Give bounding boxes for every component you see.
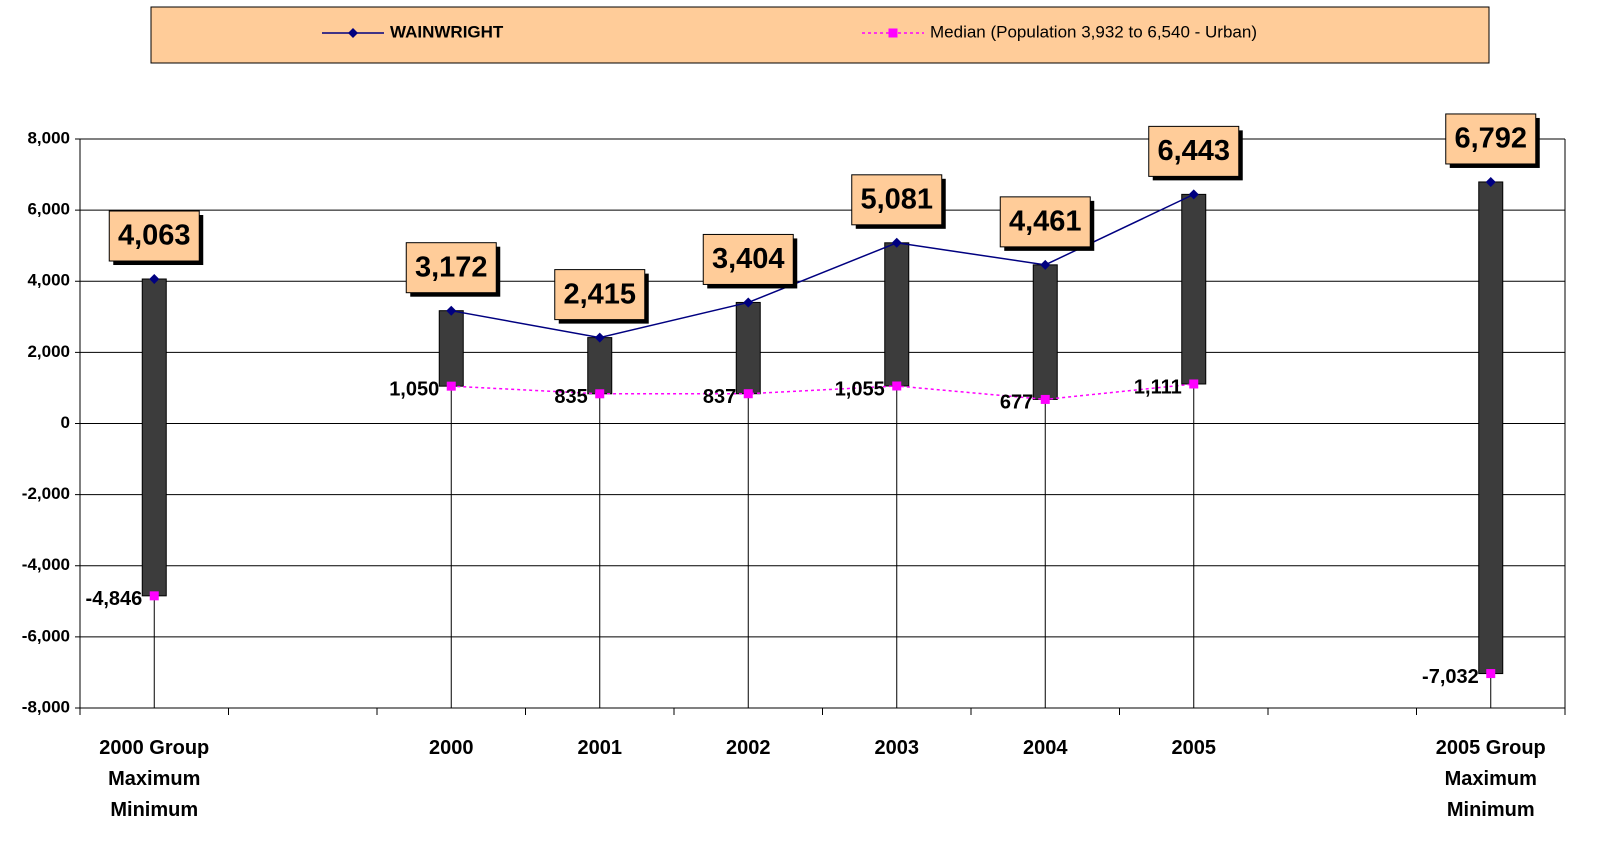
legend-marker [888, 28, 898, 38]
label-box [554, 269, 646, 321]
label-box [405, 242, 497, 294]
data-label: 5,081 [860, 183, 933, 215]
legend-box [150, 6, 1490, 64]
x-tick-label: 2000 Group Maximum Minimum [99, 737, 210, 821]
label-box [1148, 125, 1240, 177]
series-line [451, 193, 1195, 339]
marker [1040, 259, 1051, 270]
legend-label: WAINWRIGHT [390, 22, 504, 41]
x-tick-label: 2001 [577, 737, 623, 759]
legend-marker [348, 28, 358, 38]
y-tick-label: -8,000 [22, 697, 70, 716]
marker [446, 305, 457, 316]
data-label: 1,055 [835, 378, 885, 400]
data-label: 835 [554, 386, 587, 408]
marker [595, 389, 605, 399]
label-box [851, 174, 943, 226]
x-tick-label: 2005 [1171, 737, 1217, 759]
label-box [108, 210, 200, 262]
data-label: 1,111 [1134, 376, 1182, 398]
data-label: -7,032 [1422, 666, 1479, 688]
marker [743, 297, 754, 308]
data-label: 1,050 [389, 378, 439, 400]
high-low-bar [735, 301, 761, 395]
data-label: -4,846 [86, 588, 143, 610]
x-tick-label: 2003 [874, 737, 920, 759]
high-low-bar [1478, 181, 1504, 675]
label-box [1445, 113, 1537, 165]
marker [891, 237, 902, 248]
data-label: 2,415 [563, 278, 636, 310]
marker [1189, 379, 1199, 389]
marker [1040, 394, 1050, 404]
data-label: 3,172 [415, 251, 488, 283]
x-tick-label: 2002 [726, 737, 771, 759]
marker [149, 274, 160, 285]
data-label: 677 [1000, 392, 1033, 414]
high-low-bar [587, 337, 613, 395]
legend-label: Median (Population 3,932 to 6,540 - Urba… [930, 22, 1257, 41]
high-low-bar [1032, 264, 1058, 400]
marker [149, 591, 159, 601]
x-tick-label: 2000 [429, 737, 474, 759]
data-label: 3,404 [712, 243, 785, 275]
x-tick-label: 2005 Group Maximum Minimum [1435, 737, 1546, 821]
label-box [999, 196, 1091, 248]
marker [1485, 176, 1496, 187]
y-tick-label: 4,000 [27, 271, 70, 290]
marker [446, 381, 456, 391]
marker [743, 389, 753, 399]
data-label: 837 [703, 386, 736, 408]
marker [892, 381, 902, 391]
high-low-bar [1181, 193, 1207, 385]
y-tick-label: 0 [61, 413, 70, 432]
marker [1486, 669, 1496, 679]
high-low-bar [884, 242, 910, 387]
y-tick-label: -4,000 [22, 555, 70, 574]
label-box [702, 233, 794, 285]
y-tick-label: -6,000 [22, 626, 70, 645]
data-label: 4,063 [118, 220, 191, 252]
data-label: 4,461 [1009, 206, 1082, 238]
series-line [451, 383, 1194, 401]
y-tick-label: -2,000 [22, 484, 70, 503]
data-label: 6,792 [1454, 123, 1527, 155]
marker [1188, 189, 1199, 200]
high-low-bar [438, 310, 464, 387]
high-low-bar [141, 278, 167, 597]
y-tick-label: 6,000 [27, 200, 70, 219]
y-tick-label: 8,000 [27, 128, 70, 147]
data-label: 6,443 [1157, 135, 1230, 167]
x-tick-label: 2004 [1023, 737, 1068, 759]
marker [594, 332, 605, 343]
y-tick-label: 2,000 [27, 342, 70, 361]
